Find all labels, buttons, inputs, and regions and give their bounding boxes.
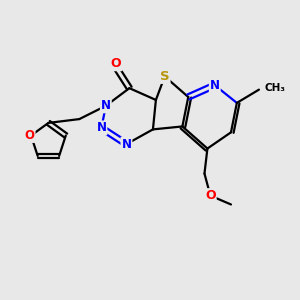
Text: N: N — [101, 99, 111, 112]
Text: O: O — [25, 129, 34, 142]
Text: O: O — [205, 189, 216, 202]
Text: O: O — [111, 57, 122, 70]
Text: CH₃: CH₃ — [264, 83, 285, 93]
Text: N: N — [96, 122, 106, 134]
Text: S: S — [160, 70, 169, 83]
Text: N: N — [122, 138, 131, 151]
Text: N: N — [210, 79, 220, 92]
